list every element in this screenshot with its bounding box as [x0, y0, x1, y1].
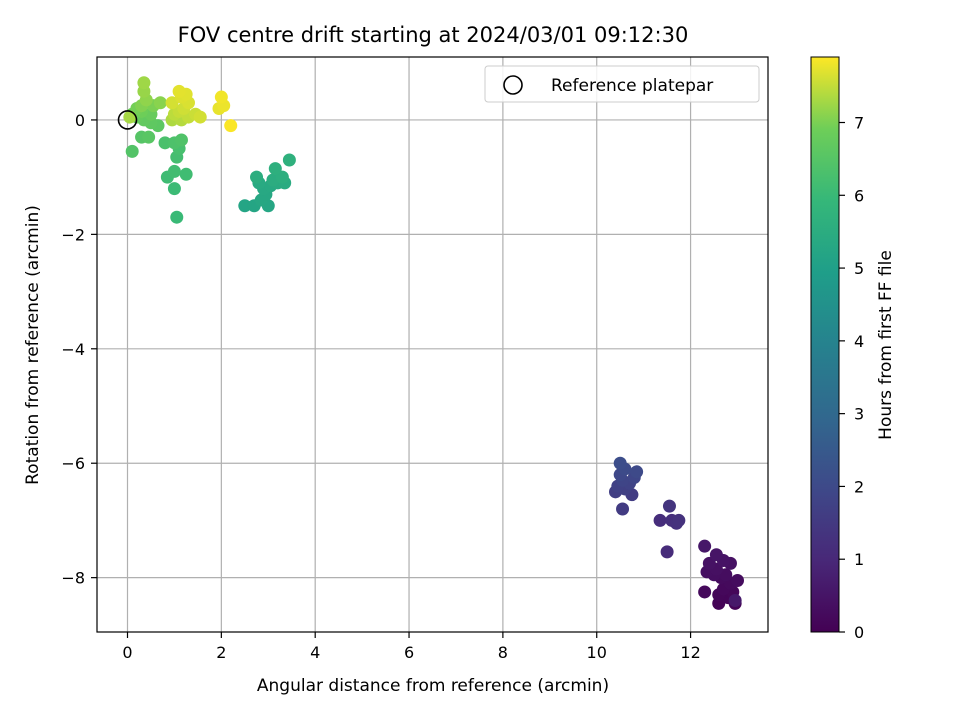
scatter-points: [123, 76, 744, 610]
data-point: [731, 574, 744, 588]
data-point: [698, 585, 712, 599]
x-tick-label: 10: [587, 643, 607, 662]
x-tick-label: 8: [498, 643, 508, 662]
y-axis-label: Rotation from reference (arcmin): [23, 205, 43, 485]
colorbar-tick-label: 7: [854, 114, 864, 133]
x-axis-ticks: 0 2 4 6 8 10 12: [122, 632, 701, 662]
data-point: [250, 170, 264, 184]
colorbar: 0 1 2 3 4 5 6 7 Hours from first FF file: [810, 56, 896, 642]
data-point: [193, 110, 207, 124]
y-tick-label: −6: [61, 454, 85, 473]
x-tick-label: 12: [680, 643, 700, 662]
plot-frame: [96, 56, 769, 633]
legend: Reference platepar: [484, 65, 760, 103]
data-point: [142, 130, 156, 144]
colorbar-tick-label: 0: [854, 623, 864, 642]
x-tick-label: 0: [122, 643, 132, 662]
data-point: [214, 90, 228, 104]
data-point: [662, 499, 676, 513]
data-point: [275, 170, 289, 184]
data-point: [137, 76, 151, 90]
data-point: [123, 110, 137, 124]
data-point: [616, 502, 630, 516]
y-tick-label: −8: [61, 569, 85, 588]
data-point: [179, 167, 193, 181]
data-point: [125, 144, 139, 158]
data-point: [653, 513, 667, 527]
data-point: [698, 539, 712, 553]
y-tick-label: −4: [61, 340, 85, 359]
x-tick-label: 6: [404, 643, 414, 662]
colorbar-ticks: 0 1 2 3 4 5 6 7: [839, 114, 864, 642]
data-point: [172, 84, 186, 98]
data-point: [613, 456, 627, 470]
y-tick-label: 0: [75, 111, 85, 130]
y-axis-ticks: 0 −2 −4 −6 −8: [61, 111, 97, 588]
colorbar-tick-label: 1: [854, 550, 864, 569]
legend-box: [484, 65, 760, 103]
data-point: [158, 136, 172, 150]
legend-reference-marker: [503, 75, 523, 95]
reference-marker: [117, 110, 138, 130]
data-point: [630, 465, 644, 479]
y-tick-label: −2: [61, 225, 85, 244]
data-point: [174, 133, 188, 147]
data-point: [709, 548, 723, 562]
colorbar-tick-label: 2: [854, 477, 864, 496]
data-point: [672, 513, 686, 527]
data-point: [167, 164, 181, 178]
colorbar-tick-label: 3: [854, 405, 864, 424]
data-point: [728, 594, 742, 608]
grid-lines: [97, 57, 768, 632]
data-point: [702, 556, 716, 570]
colorbar-label: Hours from first FF file: [876, 250, 896, 440]
colorbar-tick-label: 5: [854, 259, 864, 278]
data-point: [268, 162, 282, 176]
data-point: [153, 96, 167, 110]
colorbar-tick-label: 4: [854, 332, 864, 351]
x-tick-label: 2: [216, 643, 226, 662]
colorbar-tick-label: 6: [854, 186, 864, 205]
data-point: [167, 182, 181, 196]
data-point: [224, 119, 238, 133]
data-point: [238, 199, 252, 213]
data-point: [165, 96, 179, 110]
x-tick-label: 4: [310, 643, 320, 662]
data-point: [282, 153, 296, 167]
data-point: [719, 568, 733, 582]
chart-title: FOV centre drift starting at 2024/03/01 …: [178, 23, 689, 47]
x-axis-label: Angular distance from reference (arcmin): [257, 676, 609, 696]
legend-label: Reference platepar: [551, 76, 713, 96]
data-point: [170, 210, 184, 224]
data-point: [660, 545, 674, 559]
colorbar-gradient: [810, 56, 840, 633]
